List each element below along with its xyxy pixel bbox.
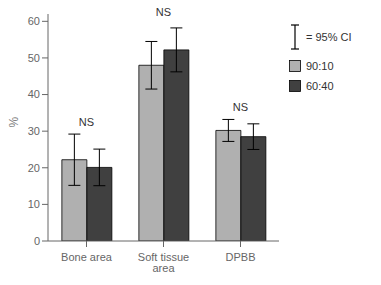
svg-text:30: 30 bbox=[28, 125, 40, 137]
svg-text:%: % bbox=[8, 117, 21, 128]
svg-text:DPBB: DPBB bbox=[226, 251, 256, 263]
html-text:60:40: 60:40 bbox=[306, 80, 334, 92]
svg-text:0: 0 bbox=[34, 235, 40, 247]
svg-text:40: 40 bbox=[28, 88, 40, 100]
svg-text:10: 10 bbox=[28, 198, 40, 210]
svg-text:Soft tissuearea: Soft tissuearea bbox=[138, 251, 189, 274]
svg-text:20: 20 bbox=[28, 162, 40, 174]
svg-text:60: 60 bbox=[28, 15, 40, 27]
html-text:90:10: 90:10 bbox=[306, 60, 334, 72]
svg-text:50: 50 bbox=[28, 52, 40, 64]
html-text:= 95% CI: = 95% CI bbox=[306, 31, 352, 43]
svg-text:NS: NS bbox=[79, 116, 94, 128]
svg-text:Bone area: Bone area bbox=[61, 251, 113, 263]
svg-text:NS: NS bbox=[233, 101, 248, 113]
svg-text:NS: NS bbox=[156, 6, 171, 18]
